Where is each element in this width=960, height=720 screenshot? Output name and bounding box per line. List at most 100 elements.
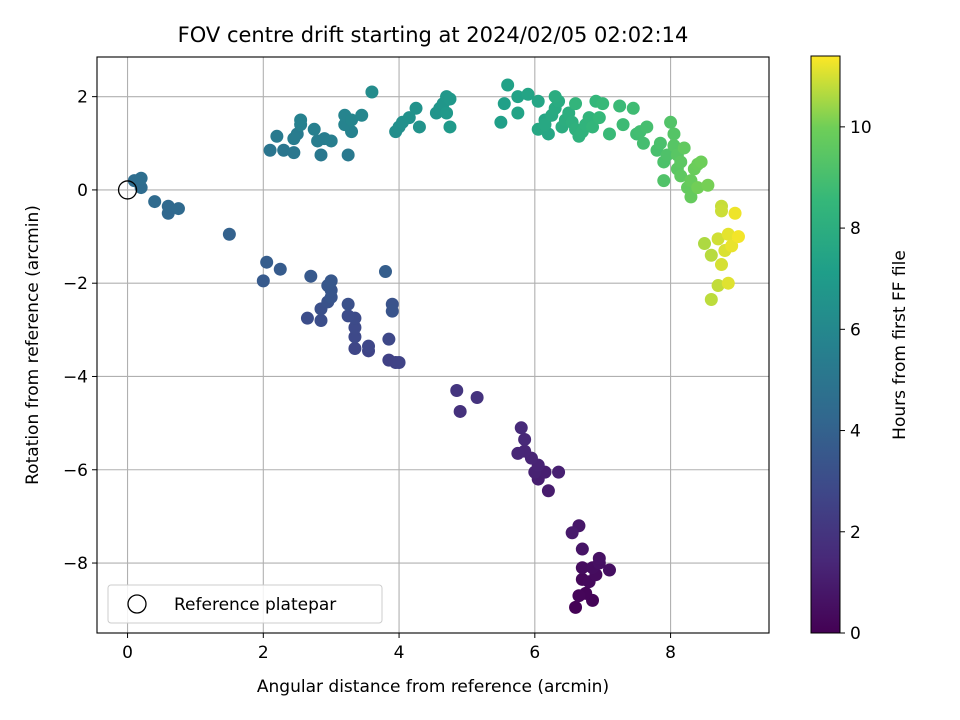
y-tick-label: −8 — [63, 554, 88, 574]
data-point — [392, 355, 406, 369]
data-point — [362, 339, 376, 353]
data-point — [514, 421, 528, 435]
data-point — [287, 146, 301, 160]
data-point — [714, 258, 728, 272]
data-point — [664, 115, 678, 129]
data-point — [402, 111, 416, 125]
data-point — [616, 118, 630, 132]
data-point — [684, 190, 698, 204]
data-point — [273, 262, 287, 276]
data-point — [256, 274, 270, 288]
data-point — [677, 141, 691, 155]
data-point — [538, 118, 552, 132]
data-point — [161, 199, 175, 213]
data-point — [548, 90, 562, 104]
colorbar: 0 2 4 6 8 10 Hours from first FF file — [810, 55, 910, 644]
data-point — [592, 111, 606, 125]
data-point — [263, 143, 277, 157]
data-point — [440, 106, 454, 120]
data-point — [470, 390, 484, 404]
y-axis-label: Rotation from reference (arcmin) — [23, 205, 43, 485]
data-point — [721, 227, 735, 241]
data-point — [294, 113, 308, 127]
data-point — [450, 383, 464, 397]
data-point — [222, 227, 236, 241]
data-point — [511, 106, 525, 120]
data-point — [300, 311, 314, 325]
x-tick-label: 6 — [529, 643, 540, 663]
data-point — [667, 127, 681, 141]
data-point — [348, 321, 362, 335]
data-point — [497, 97, 511, 111]
data-point — [691, 181, 705, 195]
legend-label: Reference platepar — [174, 595, 336, 615]
data-point — [511, 446, 525, 460]
data-point — [148, 195, 162, 209]
data-point — [596, 97, 610, 111]
colorbar-gradient — [811, 56, 840, 633]
data-point — [341, 297, 355, 311]
data-point — [572, 589, 586, 603]
y-tick-label: −4 — [63, 367, 88, 387]
data-point — [552, 465, 566, 479]
colorbar-tick-label: 0 — [850, 624, 861, 644]
data-point — [345, 113, 359, 127]
scatter-points — [127, 78, 745, 614]
chart-title: FOV centre drift starting at 2024/02/05 … — [178, 23, 689, 47]
data-point — [355, 108, 369, 122]
axes-frame — [96, 56, 770, 634]
x-axis-label: Angular distance from reference (arcmin) — [257, 677, 609, 697]
data-point — [307, 122, 321, 136]
data-point — [701, 178, 715, 192]
data-point — [348, 330, 362, 344]
data-point — [501, 78, 515, 92]
legend-box — [107, 584, 383, 624]
data-point — [711, 279, 725, 293]
data-point — [592, 551, 606, 565]
data-point — [171, 202, 185, 216]
data-point — [674, 169, 688, 183]
data-point — [728, 206, 742, 220]
data-point — [409, 101, 423, 115]
data-point — [348, 341, 362, 355]
colorbar-ticks: 0 2 4 6 8 10 — [840, 118, 872, 644]
colorbar-tick-label: 10 — [850, 118, 872, 138]
data-point — [694, 155, 708, 169]
data-point — [725, 239, 739, 253]
data-point — [511, 90, 525, 104]
data-point — [613, 99, 627, 113]
x-tick-label: 0 — [122, 643, 133, 663]
y-tick-label: 2 — [77, 88, 88, 108]
data-point — [704, 293, 718, 307]
y-tick-label: 0 — [77, 181, 88, 201]
data-point — [640, 120, 654, 134]
data-point — [494, 115, 508, 129]
data-point — [324, 274, 338, 288]
data-point — [657, 174, 671, 188]
colorbar-label: Hours from first FF file — [890, 250, 910, 440]
data-point — [531, 94, 545, 108]
colorbar-tick-label: 2 — [850, 523, 861, 543]
data-point — [565, 526, 579, 540]
y-tick-label: −6 — [63, 461, 88, 481]
data-point — [569, 600, 583, 614]
data-point — [134, 171, 148, 185]
x-tick-label: 2 — [258, 643, 269, 663]
data-point — [674, 155, 688, 169]
data-point — [443, 92, 457, 106]
data-point — [341, 309, 355, 323]
data-point — [365, 85, 379, 99]
reference-point-marker — [117, 180, 138, 200]
data-point — [575, 542, 589, 556]
data-point — [541, 484, 555, 498]
data-point — [704, 248, 718, 262]
data-point — [453, 404, 467, 418]
data-point — [586, 120, 600, 134]
x-tick-label: 8 — [665, 643, 676, 663]
data-point — [626, 101, 640, 115]
data-point — [602, 127, 616, 141]
data-point — [341, 148, 355, 162]
data-point — [698, 237, 712, 251]
data-point — [443, 120, 457, 134]
